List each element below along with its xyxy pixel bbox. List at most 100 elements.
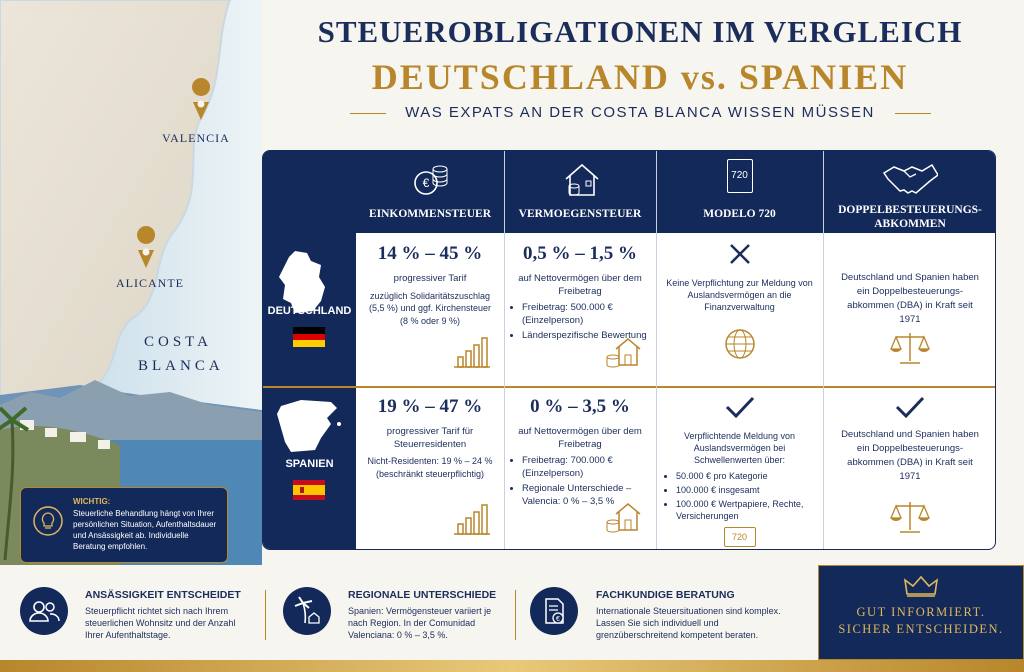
bullet: Freibetrag: 500.000 € (Einzelperson) bbox=[522, 302, 648, 327]
bar-icon bbox=[454, 337, 490, 368]
col-divider bbox=[656, 151, 657, 549]
globe-icon bbox=[724, 329, 755, 359]
divider bbox=[515, 590, 516, 640]
bullet: 100.000 € insgesamt bbox=[676, 484, 813, 496]
rate: 14 % – 45 % bbox=[377, 243, 483, 264]
header-icon bbox=[560, 159, 600, 204]
subtitle: DEUTSCHLAND vs. SPANIEN bbox=[371, 57, 909, 97]
palm-icon bbox=[283, 587, 331, 635]
city-label: ALICANTE bbox=[116, 276, 184, 290]
people-icon bbox=[20, 587, 68, 635]
badge-text: GUT INFORMIERT. SICHER ENTSCHEIDEN. bbox=[819, 604, 1023, 638]
badge-line: GUT INFORMIERT. bbox=[856, 605, 986, 619]
city-label: VALENCIA bbox=[162, 131, 230, 145]
house-icon bbox=[604, 500, 644, 539]
header-icon bbox=[882, 159, 939, 204]
comparison-table: € EINKOMMENSTEUER VERMOEGENSTEUER 720 MODELO… bbox=[262, 150, 996, 550]
col-divider bbox=[504, 151, 505, 549]
flag bbox=[293, 480, 325, 505]
column-header: 720 MODELO 720 bbox=[656, 151, 823, 233]
svg-text:€: € bbox=[423, 176, 430, 190]
region-label: COSTA BLANCA bbox=[138, 334, 224, 374]
notice-box: WICHTIG: Steuerliche Behandlung hängt vo… bbox=[20, 487, 228, 563]
footer-text: Spanien: Vermögensteuer variiert je nach… bbox=[348, 606, 492, 640]
wealth-text: auf Nettovermögen über dem Freibetrag bbox=[518, 426, 642, 450]
dba-cell: Deutschland und Spanien haben ein Doppel… bbox=[823, 233, 995, 386]
flag bbox=[293, 327, 325, 352]
scale-icon bbox=[890, 333, 930, 364]
crown-icon bbox=[903, 575, 939, 597]
bullet-list: Freibetrag: 500.000 € (Einzelperson) Länd… bbox=[512, 302, 648, 343]
house-icon bbox=[606, 503, 641, 533]
modelo-text: Keine Verpflichtung zur Meldung von Ausl… bbox=[666, 278, 813, 312]
country-shape bbox=[275, 396, 345, 461]
footer-title: REGIONALE UNTERSCHIEDE bbox=[348, 589, 497, 601]
bullet: 50.000 € pro Kategorie bbox=[676, 470, 813, 482]
notice-text: Steuerliche Behandlung hängt von Ihrer p… bbox=[73, 509, 217, 551]
document-icon: € bbox=[530, 587, 578, 635]
x-icon bbox=[666, 241, 813, 269]
header-icon: € bbox=[410, 159, 450, 204]
income-text: Nicht-Residenten: 19 % – 24 % (beschränk… bbox=[367, 456, 493, 479]
bullet-list: 50.000 € pro Kategorie 100.000 € insgesam… bbox=[666, 470, 813, 522]
header-band bbox=[263, 151, 995, 233]
dba-text: Deutschland und Spanien haben ein Doppel… bbox=[841, 429, 979, 482]
income-text: zuzüglich Solidaritätszuschlag (5,5 %) u… bbox=[368, 290, 492, 326]
scale-icon bbox=[890, 498, 930, 539]
wealth-cell: 0 % – 3,5 % auf Nettovermögen über dem Fr… bbox=[504, 386, 656, 549]
header-icon: € bbox=[414, 165, 448, 195]
bulb-icon bbox=[33, 506, 63, 536]
bullet: 100.000 € Wertpapiere, Rechte, Versicher… bbox=[676, 498, 813, 522]
column-header: DOPPELBESTEUERUNGS-ABKOMMEN bbox=[823, 151, 995, 233]
check-icon bbox=[895, 396, 925, 419]
income-cell: 14 % – 45 % progressiver Tarif zuzüglich S… bbox=[356, 233, 504, 386]
header-icon bbox=[882, 163, 939, 194]
column-header: VERMOEGENSTEUER bbox=[504, 151, 656, 233]
col-divider bbox=[823, 151, 824, 549]
scale-icon bbox=[890, 329, 930, 370]
modelo-cell: Verpflichtende Meldung von Auslandsvermö… bbox=[656, 386, 823, 549]
document-icon: 720 bbox=[726, 159, 753, 193]
column-title: MODELO 720 bbox=[703, 208, 776, 220]
bullet-list: Freibetrag: 700.000 € (Einzelperson) Regi… bbox=[512, 455, 648, 508]
rule bbox=[895, 113, 931, 114]
income-text: progressiver Tarif bbox=[393, 273, 467, 284]
column-header: € EINKOMMENSTEUER bbox=[356, 151, 504, 233]
country-cell: DEUTSCHLAND bbox=[263, 233, 356, 386]
country-shape bbox=[279, 251, 325, 313]
income-cell: 19 % – 47 % progressiver Tarif für Steuer… bbox=[356, 386, 504, 549]
badge: GUT INFORMIERT. SICHER ENTSCHEIDEN. bbox=[818, 565, 1024, 660]
bar-icon bbox=[454, 504, 490, 535]
rule bbox=[350, 113, 386, 114]
wealth-text: auf Nettovermögen über dem Freibetrag bbox=[518, 273, 642, 297]
globe-icon bbox=[723, 327, 757, 366]
icon-label: 720 bbox=[731, 170, 748, 181]
bullet: Freibetrag: 700.000 € (Einzelperson) bbox=[522, 455, 648, 480]
modelo-cell: Keine Verpflichtung zur Meldung von Ausl… bbox=[656, 233, 823, 386]
badge-line: SICHER ENTSCHEIDEN. bbox=[838, 622, 1004, 636]
country-name: DEUTSCHLAND bbox=[267, 305, 352, 317]
footer-text: Internationale Steuersituationen sind ko… bbox=[596, 606, 781, 640]
rate: 0 % – 3,5 % bbox=[530, 396, 630, 417]
row-divider bbox=[263, 386, 995, 388]
house-icon bbox=[606, 338, 641, 368]
footer bbox=[0, 565, 818, 660]
divider bbox=[265, 590, 266, 640]
house-icon bbox=[604, 335, 644, 374]
bullet: Länderspezifische Bewertung bbox=[522, 330, 648, 343]
bar-icon bbox=[452, 335, 492, 374]
svg-text:€: € bbox=[556, 616, 560, 623]
dba-text: Deutschland und Spanien haben ein Doppel… bbox=[841, 272, 979, 325]
modelo-text: Verpflichtende Meldung von Auslandsvermö… bbox=[683, 431, 796, 465]
footer-title: ANSÄSSIGKEIT ENTSCHEIDET bbox=[85, 589, 241, 601]
notice-title: WICHTIG: bbox=[73, 497, 111, 506]
footer-text: Steuerpflicht richtet sich nach Ihrem st… bbox=[85, 606, 236, 640]
column-title: DOPPELBESTEUERUNGS-ABKOMMEN bbox=[838, 204, 982, 230]
rate: 0,5 % – 1,5 % bbox=[523, 243, 637, 264]
header-icon bbox=[565, 163, 599, 196]
folder-icon: 720 bbox=[723, 527, 756, 547]
bullet: Regionale Unterschiede – Valencia: 0 % –… bbox=[522, 483, 648, 508]
scale-icon bbox=[890, 502, 930, 533]
country-cell: SPANIEN bbox=[263, 386, 356, 549]
